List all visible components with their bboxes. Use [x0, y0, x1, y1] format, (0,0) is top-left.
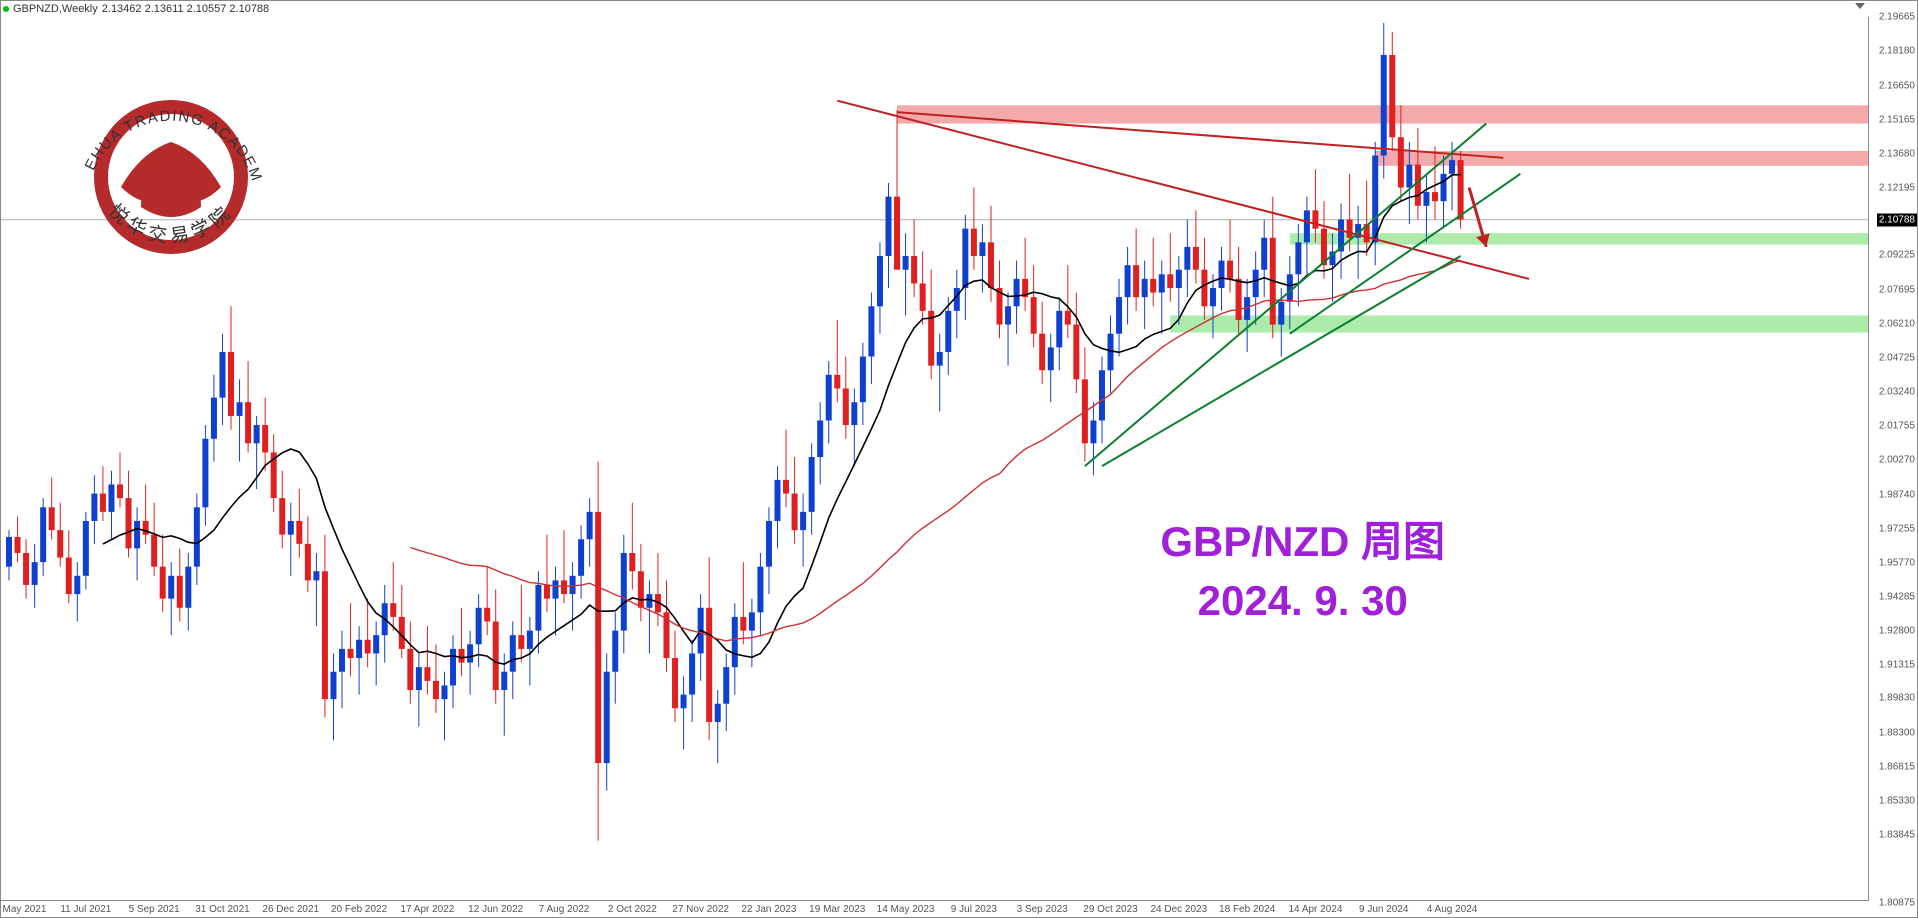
x-tick-label: 3 Sep 2023 [1017, 904, 1068, 915]
title-line1: GBP/NZD 周图 [1160, 513, 1445, 572]
symbol-header: GBPNZD,Weekly 2.13462 2.13611 2.10557 2.… [3, 3, 269, 15]
y-tick-label: 1.86815 [1879, 762, 1915, 773]
y-tick-label: 2.13680 [1879, 148, 1915, 159]
y-tick-label: 1.92800 [1879, 625, 1915, 636]
x-tick-label: 4 Aug 2024 [1427, 904, 1478, 915]
y-tick-label: 2.19665 [1879, 12, 1915, 23]
x-tick-label: 19 Mar 2023 [809, 904, 865, 915]
y-tick-label: 2.16650 [1879, 80, 1915, 91]
connection-status-icon [3, 6, 9, 12]
x-tick-label: 17 Apr 2022 [400, 904, 454, 915]
y-tick-label: 2.07695 [1879, 285, 1915, 296]
x-tick-label: 12 Jun 2022 [468, 904, 523, 915]
chart-title-overlay: GBP/NZD 周图 2024. 9. 30 [1160, 513, 1445, 631]
x-tick-label: 7 Aug 2022 [539, 904, 590, 915]
x-tick-label: 31 Oct 2021 [195, 904, 249, 915]
x-tick-label: 24 Dec 2023 [1150, 904, 1207, 915]
x-tick-label: 18 Feb 2024 [1219, 904, 1275, 915]
academy-logo: YUEHUA TRADING ACADEMY 悦华交易学院 [51, 47, 291, 287]
x-tick-label: 20 Feb 2022 [331, 904, 387, 915]
x-tick-label: 5 Sep 2021 [129, 904, 180, 915]
x-tick-label: 22 Jan 2023 [741, 904, 796, 915]
y-tick-label: 2.15165 [1879, 114, 1915, 125]
y-tick-label: 1.97255 [1879, 523, 1915, 534]
current-price-tag: 2.10788 [1877, 213, 1917, 226]
x-tick-label: 2 Oct 2022 [608, 904, 657, 915]
y-tick-label: 1.94285 [1879, 591, 1915, 602]
x-tick-label: 9 Jul 2023 [951, 904, 997, 915]
y-tick-label: 2.00270 [1879, 455, 1915, 466]
y-tick-label: 2.12195 [1879, 182, 1915, 193]
x-tick-label: 14 May 2023 [877, 904, 935, 915]
x-tick-label: 29 Oct 2023 [1083, 904, 1137, 915]
y-tick-label: 2.06210 [1879, 319, 1915, 330]
title-line2: 2024. 9. 30 [1160, 572, 1445, 631]
logo-inner-icon [121, 142, 221, 217]
y-tick-label: 2.01755 [1879, 421, 1915, 432]
symbol-timeframe: GBPNZD,Weekly [13, 3, 98, 15]
x-tick-label: 26 Dec 2021 [262, 904, 319, 915]
y-tick-label: 2.09225 [1879, 250, 1915, 261]
y-tick-label: 1.88300 [1879, 728, 1915, 739]
ohlc-values: 2.13462 2.13611 2.10557 2.10788 [102, 3, 269, 15]
y-tick-label: 1.80875 [1879, 898, 1915, 909]
chart-menu-caret-icon[interactable] [1855, 3, 1865, 9]
y-tick-label: 2.04725 [1879, 353, 1915, 364]
y-tick-label: 1.85330 [1879, 796, 1915, 807]
x-tick-label: 16 May 2021 [0, 904, 46, 915]
chart-window: GBPNZD,Weekly 2.13462 2.13611 2.10557 2.… [0, 0, 1918, 918]
chart-plot-area[interactable]: GBP/NZD 周图 2024. 9. 30 YUEHUA TRADING AC… [1, 17, 1869, 901]
y-tick-label: 2.03240 [1879, 387, 1915, 398]
y-tick-label: 1.89830 [1879, 693, 1915, 704]
x-tick-label: 9 Jun 2024 [1359, 904, 1409, 915]
x-axis: 16 May 2021 11 Jul 2021 5 Sep 2021 31 Oct 2… [1, 901, 1869, 917]
x-tick-label: 14 Apr 2024 [1288, 904, 1342, 915]
y-tick-label: 2.18180 [1879, 45, 1915, 56]
y-tick-label: 1.91315 [1879, 659, 1915, 670]
y-tick-label: 1.83845 [1879, 830, 1915, 841]
y-axis: 2.196652.181802.166502.151652.136802.121… [1869, 17, 1917, 901]
y-tick-label: 1.98740 [1879, 489, 1915, 500]
y-tick-label: 1.95770 [1879, 557, 1915, 568]
x-tick-label: 11 Jul 2021 [60, 904, 111, 915]
x-tick-label: 27 Nov 2022 [672, 904, 729, 915]
